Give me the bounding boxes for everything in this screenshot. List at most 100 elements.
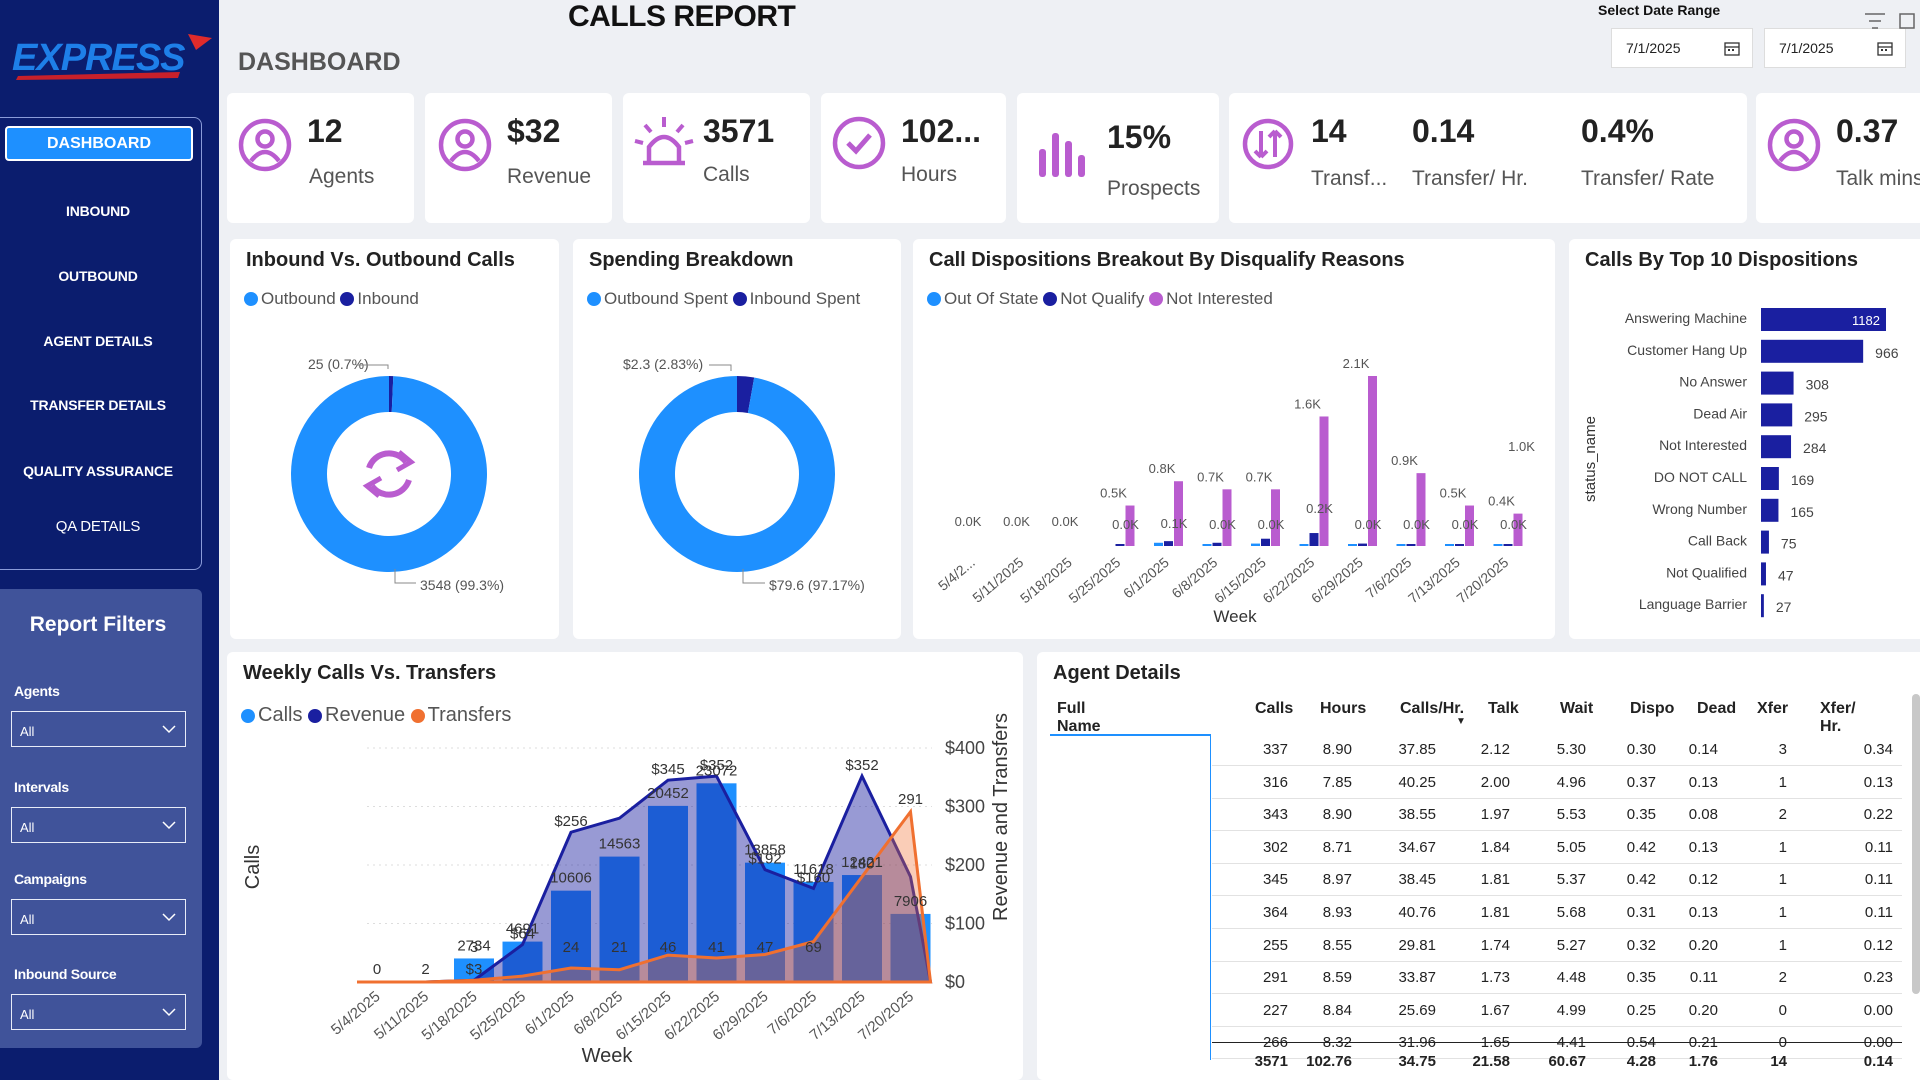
calls-bar bbox=[745, 862, 785, 982]
kpi-revenue-label: Revenue bbox=[507, 165, 592, 188]
filter-intervals-select[interactable]: All bbox=[11, 807, 186, 843]
kpi-calls-label: Calls bbox=[703, 163, 750, 186]
sort-divider bbox=[1050, 734, 1210, 736]
table-scrollbar[interactable] bbox=[1912, 694, 1920, 994]
column-header[interactable]: Calls/Hr. bbox=[1400, 700, 1465, 717]
nav-transfer-details[interactable]: TRANSFER DETAILS bbox=[30, 397, 166, 413]
table-cell: 1 bbox=[1778, 936, 1787, 954]
table-cell: 302 bbox=[1262, 838, 1288, 856]
x-tick-label: 6/15/2025 bbox=[1211, 554, 1269, 606]
table-cell: 1.81 bbox=[1480, 904, 1510, 921]
row-separator bbox=[1212, 960, 1902, 962]
table-cell: 8.71 bbox=[1322, 838, 1352, 856]
donut-label-large: $79.6 (97.17%) bbox=[769, 577, 865, 593]
filter-inbound-source-select[interactable]: All bbox=[11, 994, 186, 1030]
table-cell: 5.27 bbox=[1556, 936, 1586, 954]
column-header[interactable]: Xfer/ Hr. bbox=[1820, 700, 1856, 735]
table-cell: 0.31 bbox=[1626, 904, 1656, 921]
data-label: 0.0K bbox=[1209, 517, 1236, 532]
filter-campaigns-select[interactable]: All bbox=[11, 899, 186, 935]
kpi-card-revenue: $32 Revenue bbox=[425, 93, 612, 223]
nav-quality-assurance[interactable]: QUALITY ASSURANCE bbox=[23, 463, 173, 479]
top10-dispositions-panel: Calls By Top 10 Dispositions status_name… bbox=[1569, 239, 1920, 639]
sort-desc-icon: ▼ bbox=[1456, 716, 1466, 727]
calls-data-label: 2734 bbox=[457, 937, 490, 954]
weekly-calls-panel: Weekly Calls Vs. Transfers Calls Revenue… bbox=[227, 652, 1023, 1080]
transfers-data-label: 3 bbox=[470, 939, 478, 956]
row-separator bbox=[1212, 862, 1902, 864]
kpi-hours-label: Hours bbox=[901, 163, 958, 186]
legend-outbound: Outbound bbox=[244, 289, 336, 308]
y-tick-label: Not Qualified bbox=[1666, 564, 1747, 580]
data-label: 0.0K bbox=[1052, 514, 1079, 529]
nav-agent-details[interactable]: AGENT DETAILS bbox=[43, 333, 153, 349]
y2-axis-label: Revenue and Transfers bbox=[990, 713, 1012, 921]
column-header[interactable]: Wait bbox=[1560, 700, 1594, 717]
total-cell: 21.58 bbox=[1472, 1053, 1510, 1070]
table-cell: 34.67 bbox=[1398, 838, 1436, 856]
table-cell: 5.53 bbox=[1556, 806, 1586, 824]
spending-panel: Spending Breakdown Outbound Spent Inboun… bbox=[573, 239, 901, 639]
column-header[interactable]: Full Name bbox=[1057, 700, 1101, 735]
nav-dashboard[interactable]: DASHBOARD bbox=[5, 126, 193, 161]
chevron-down-icon bbox=[162, 1008, 176, 1017]
nav-outbound[interactable]: OUTBOUND bbox=[58, 268, 138, 284]
table-cell: 29.81 bbox=[1398, 936, 1436, 954]
nav-panel bbox=[0, 117, 202, 570]
column-header[interactable]: Talk bbox=[1488, 700, 1519, 717]
table-cell: 2 bbox=[1778, 969, 1787, 987]
revenue-data-label: $352 bbox=[700, 757, 733, 774]
y2-tick-label: $100 bbox=[945, 914, 985, 934]
refresh-icon bbox=[362, 450, 416, 498]
nav-inbound[interactable]: INBOUND bbox=[66, 203, 130, 219]
y-tick-label: No Answer bbox=[1679, 374, 1747, 390]
column-header[interactable]: Calls bbox=[1255, 700, 1294, 717]
donut-slice bbox=[389, 376, 394, 413]
nav-qa-details[interactable]: QA DETAILS bbox=[55, 518, 141, 535]
y2-tick-label: $0 bbox=[945, 972, 965, 992]
table-cell: 8.55 bbox=[1322, 936, 1352, 954]
data-label: 165 bbox=[1790, 504, 1814, 520]
column-header[interactable]: Hours bbox=[1320, 700, 1367, 717]
row-separator bbox=[1212, 1058, 1902, 1060]
bar-not-interested bbox=[1125, 505, 1135, 546]
table-cell: 255 bbox=[1262, 936, 1288, 954]
date-to-input[interactable]: 7/1/2025 bbox=[1764, 28, 1906, 68]
table-cell: 8.90 bbox=[1322, 741, 1352, 758]
y2-tick-label: $300 bbox=[945, 797, 985, 817]
bar bbox=[1761, 308, 1886, 331]
kpi-prospects-label: Prospects bbox=[1107, 177, 1201, 200]
y-tick-label: Language Barrier bbox=[1639, 596, 1748, 612]
filter-icon[interactable] bbox=[1862, 10, 1888, 32]
x-tick-label: 5/4/2... bbox=[935, 554, 978, 594]
column-header[interactable]: Dead bbox=[1697, 700, 1737, 717]
bar bbox=[1761, 467, 1779, 490]
inbound-outbound-donut: 25 (0.7%) 3548 (99.3%) bbox=[290, 356, 504, 593]
chart-legend: Out Of State Not Qualify Not Interested bbox=[927, 289, 1273, 309]
bar-not-qualify bbox=[1309, 533, 1319, 546]
focus-mode-icon[interactable] bbox=[1896, 10, 1916, 32]
bar-out-of-state bbox=[1251, 543, 1260, 546]
table-cell: 0.11 bbox=[1689, 969, 1718, 987]
column-header[interactable]: Xfer bbox=[1757, 700, 1789, 717]
date-from-input[interactable]: 7/1/2025 bbox=[1611, 28, 1753, 68]
donut-slice bbox=[638, 376, 835, 572]
table-cell: 0.11 bbox=[1864, 904, 1893, 921]
dispositions-bar-chart: Week 0.0K 5/4/2... 0.0K 5/11/2025 0.0K 5/18/2… bbox=[935, 356, 1535, 626]
calls-data-label: 12421 bbox=[841, 854, 883, 871]
table-cell: 4.96 bbox=[1556, 773, 1586, 791]
kpi-card-agents: 12 Agents bbox=[227, 93, 414, 223]
total-cell: 14 bbox=[1770, 1053, 1787, 1070]
transfers-data-label: 46 bbox=[660, 939, 677, 956]
total-cell: 60.67 bbox=[1548, 1053, 1586, 1070]
table-cell: 0.14 bbox=[1688, 741, 1718, 758]
revenue-data-label: $352 bbox=[845, 757, 878, 774]
filter-agents-select[interactable]: All bbox=[11, 711, 186, 747]
transfers-data-label: 24 bbox=[563, 939, 580, 956]
calls-data-label: 7906 bbox=[894, 893, 927, 910]
filter-label-intervals: Intervals bbox=[14, 779, 69, 795]
column-header[interactable]: Dispo bbox=[1630, 700, 1675, 717]
calls-bar bbox=[599, 856, 640, 982]
kpi-card-prospects: 15% Prospects bbox=[1017, 93, 1219, 223]
row-separator bbox=[1212, 1025, 1902, 1027]
